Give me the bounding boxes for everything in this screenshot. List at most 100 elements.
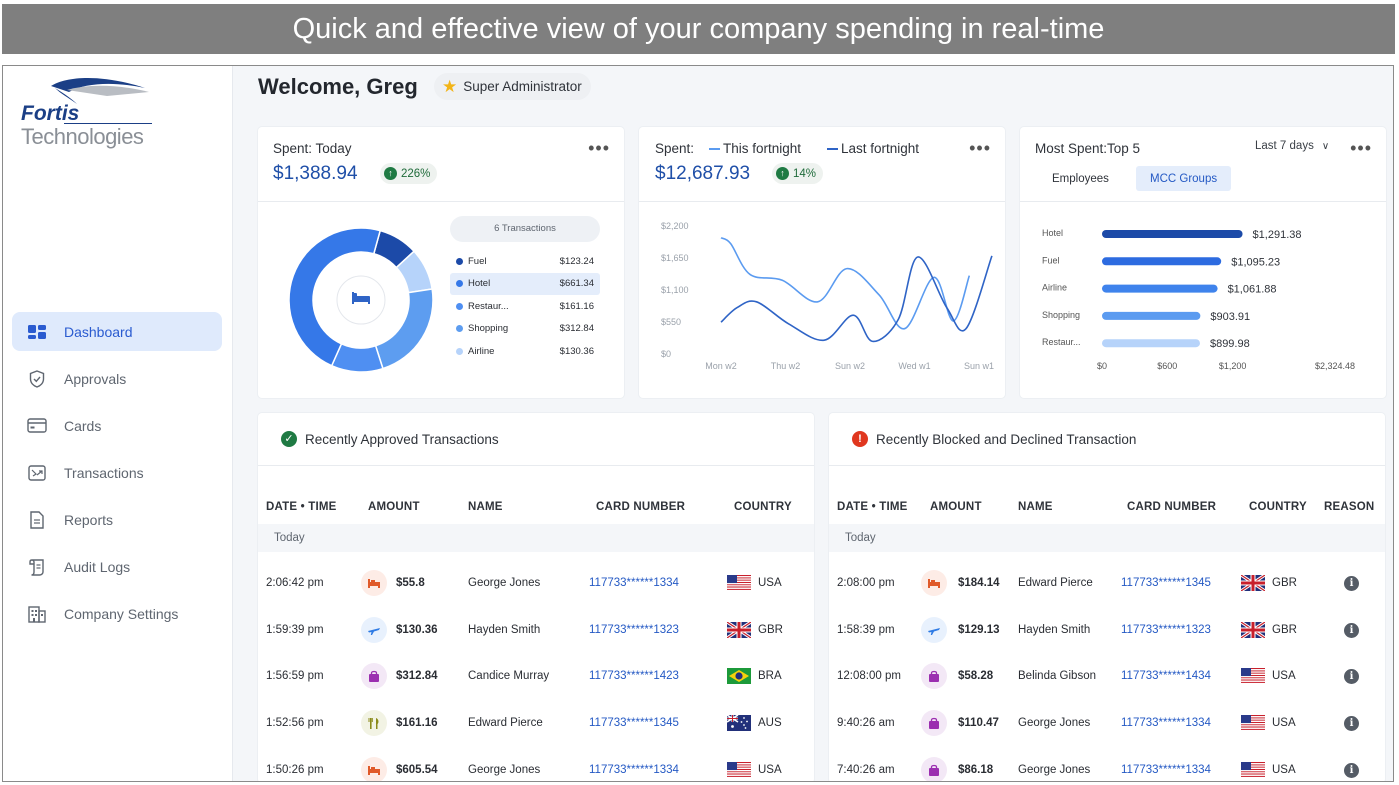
row-country: USA (758, 763, 782, 776)
sidebar-item-dashboard[interactable]: Dashboard (12, 312, 222, 351)
shopping-category-icon (361, 663, 387, 690)
divider (639, 201, 1005, 202)
table-row[interactable]: 1:59:39 pm $130.36 Hayden Smith 117733*****… (258, 608, 814, 654)
card-number-link[interactable]: 117733******1334 (589, 763, 679, 776)
table-row[interactable]: 7:40:26 am $86.18 George Jones 117733******… (829, 748, 1385, 781)
legend-item-hotel[interactable]: Hotel $661.34 (450, 272, 600, 295)
info-icon[interactable]: i (1344, 576, 1359, 591)
info-icon[interactable]: i (1344, 762, 1359, 778)
column-header[interactable]: REASON (1324, 501, 1375, 513)
table-row[interactable]: 1:56:59 pm $312.84 Candice Murray 117733***… (258, 654, 814, 700)
logo-rule (64, 123, 152, 124)
column-header[interactable]: NAME (1018, 501, 1053, 513)
column-header[interactable]: AMOUNT (930, 501, 982, 513)
column-header[interactable]: DATE • TIME (266, 501, 337, 513)
row-time: 1:52:56 pm (266, 717, 324, 730)
card-icon (26, 417, 48, 435)
info-icon[interactable]: i (1344, 716, 1359, 732)
table-row[interactable]: 1:52:56 pm $161.16 Edward Pierce 117733****… (258, 701, 814, 747)
row-time: 2:06:42 pm (266, 577, 324, 589)
y-tick-label: $1,100 (661, 285, 689, 295)
sidebar-item-transactions[interactable]: Transactions (12, 453, 222, 492)
fortnight-card: Spent: This fortnight Last fortnight •••… (639, 127, 1005, 398)
bar-shopping[interactable] (1102, 311, 1201, 320)
card-number-link[interactable]: 117733******1334 (1121, 717, 1211, 730)
info-icon[interactable]: i (1344, 622, 1359, 638)
column-header[interactable]: DATE • TIME (837, 501, 908, 513)
info-icon[interactable]: i (1344, 669, 1359, 685)
row-time: 1:58:39 pm (837, 623, 895, 636)
sidebar-item-cards[interactable]: Cards (12, 406, 222, 445)
bar-fuel[interactable] (1102, 257, 1222, 266)
row-amount: $161.16 (396, 717, 438, 730)
more-options-icon[interactable]: ••• (588, 138, 610, 158)
row-country: AUS (758, 717, 782, 730)
column-header[interactable]: COUNTRY (1249, 501, 1307, 513)
date-range-select[interactable]: Last 7 days ∨ (1255, 140, 1329, 152)
column-header[interactable]: CARD NUMBER (596, 501, 686, 513)
sidebar-item-label: Dashboard (64, 323, 133, 340)
row-time: 7:40:26 am (837, 763, 895, 776)
date-range-value: Last 7 days (1255, 140, 1314, 152)
row-country: USA (1272, 717, 1296, 730)
company-logo: Fortis Technologies (19, 74, 169, 154)
card-number-link[interactable]: 117733******1323 (1121, 623, 1211, 636)
hotel-category-icon (361, 756, 387, 781)
row-country: USA (1272, 670, 1296, 683)
change-value: 226% (401, 167, 431, 180)
restaurant-category-icon (361, 710, 387, 737)
divider (829, 465, 1385, 466)
column-header[interactable]: AMOUNT (368, 501, 420, 513)
group-label: Today (829, 524, 1385, 552)
legend-value: $161.16 (559, 300, 594, 312)
card-number-link[interactable]: 117733******1334 (1121, 763, 1211, 776)
card-number-link[interactable]: 117733******1434 (1121, 670, 1211, 683)
tab-employees[interactable]: Employees (1052, 172, 1109, 185)
card-number-link[interactable]: 117733******1423 (589, 670, 679, 683)
table-row[interactable]: 9:40:26 am $110.47 George Jones 117733*****… (829, 701, 1385, 747)
row-amount: $129.13 (958, 623, 1000, 636)
shopping-category-icon (921, 663, 947, 690)
sidebar-item-company-settings[interactable]: Company Settings (12, 594, 222, 633)
card-number-link[interactable]: 117733******1323 (589, 623, 679, 636)
top5-card: Most Spent:Top 5 Last 7 days ∨ ••• Employ… (1020, 127, 1386, 398)
alert-circle-icon: ! (852, 431, 868, 447)
legend-item-fuel[interactable]: Fuel $123.24 (450, 250, 600, 272)
table-row[interactable]: 1:58:39 pm $129.13 Hayden Smith 117733*****… (829, 608, 1385, 654)
more-options-icon[interactable]: ••• (1350, 138, 1372, 158)
table-row[interactable]: 1:50:26 pm $605.54 George Jones 117733*****… (258, 748, 814, 781)
sidebar-item-reports[interactable]: Reports (12, 500, 222, 539)
sidebar-item-label: Transactions (64, 464, 144, 481)
airline-category-icon (361, 616, 387, 643)
row-name: George Jones (468, 763, 541, 776)
card-number-link[interactable]: 117733******1345 (1121, 577, 1211, 589)
hotel-category-icon (921, 570, 947, 596)
x-tick-label: $2,324.48 (1315, 361, 1355, 371)
row-time: 1:56:59 pm (266, 670, 324, 683)
donut-chart (288, 227, 434, 373)
table-row[interactable]: 12:08:00 pm $58.28 Belinda Gibson 117733***… (829, 654, 1385, 700)
sidebar-item-audit-logs[interactable]: Audit Logs (12, 547, 222, 586)
bar-airline[interactable] (1102, 284, 1218, 293)
legend-dot (456, 302, 463, 310)
legend-item-restaur[interactable]: Restaur... $161.16 (450, 295, 600, 317)
column-header[interactable]: NAME (468, 501, 503, 513)
tab-mcc-groups[interactable]: MCC Groups (1136, 166, 1232, 191)
more-options-icon[interactable]: ••• (969, 138, 991, 158)
legend-label: Airline (468, 345, 495, 357)
table-row[interactable]: 2:06:42 pm $55.8 George Jones 117733******1… (258, 561, 814, 607)
sidebar-item-approvals[interactable]: Approvals (12, 359, 222, 398)
x-tick-label: Mon w2 (705, 361, 737, 371)
legend-item-shopping[interactable]: Shopping $312.84 (450, 318, 600, 340)
table-row[interactable]: 2:08:00 pm $184.14 Edward Pierce 117733****… (829, 561, 1385, 607)
card-number-link[interactable]: 117733******1334 (589, 577, 679, 589)
legend-item-airline[interactable]: Airline $130.36 (450, 340, 600, 362)
card-number-link[interactable]: 117733******1345 (589, 717, 679, 730)
row-name: Hayden Smith (1018, 623, 1091, 636)
column-header[interactable]: CARD NUMBER (1127, 501, 1217, 513)
bar-value-label: $899.98 (1210, 338, 1250, 350)
column-header[interactable]: COUNTRY (734, 501, 792, 513)
donut-slice-hotel[interactable] (288, 227, 382, 367)
bar-restaur[interactable] (1102, 339, 1200, 348)
bar-hotel[interactable] (1102, 230, 1243, 238)
